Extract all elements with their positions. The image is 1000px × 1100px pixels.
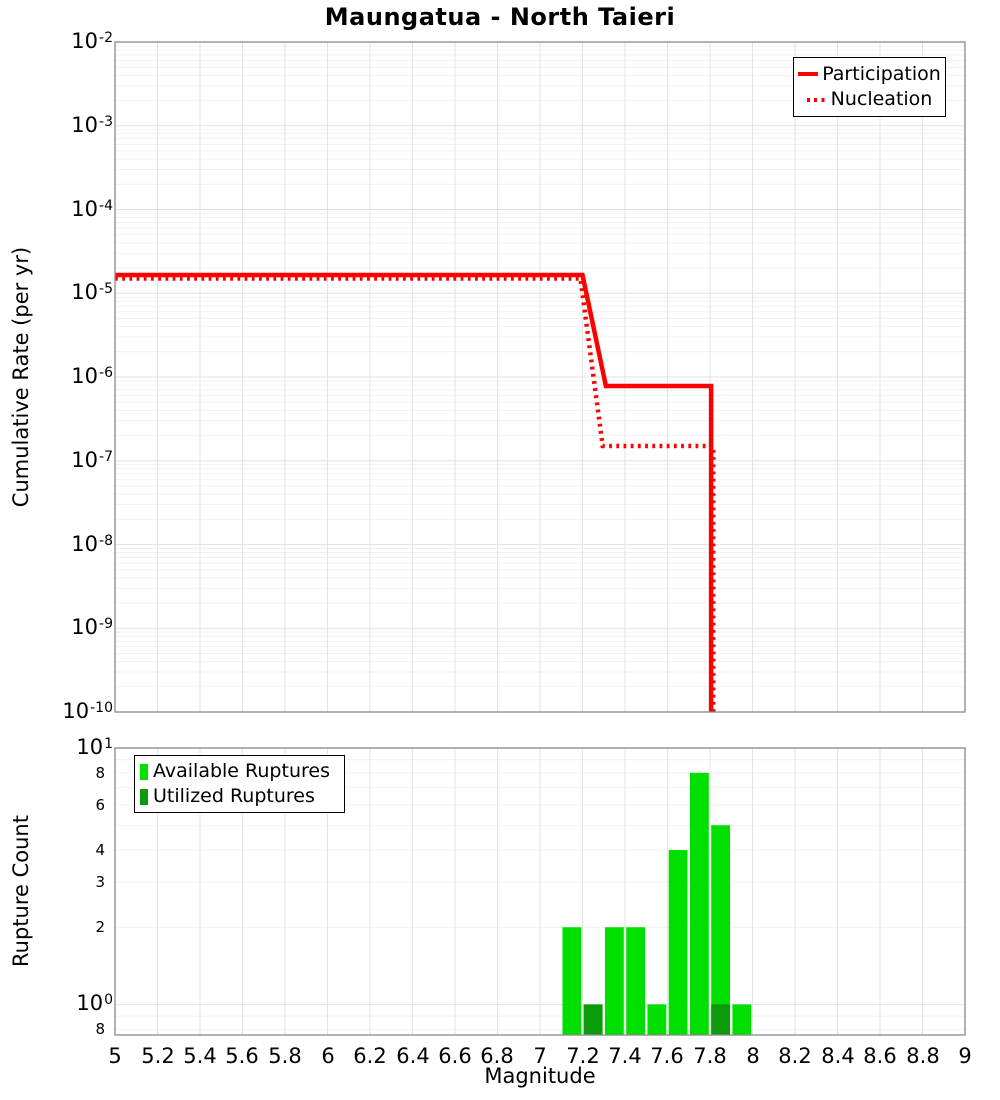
available-ruptures-bar: [626, 927, 646, 1035]
participation-line-icon: [798, 71, 819, 77]
nucleation-line: [115, 276, 716, 712]
x-tick-label: 8.8: [906, 1044, 940, 1068]
plot-border: [114, 747, 966, 1036]
y-tick-label: 6: [95, 796, 105, 814]
available-ruptures-bar: [732, 1004, 752, 1035]
x-tick-label: 7.2: [566, 1044, 600, 1068]
chart-title: Maungatua - North Taieri: [324, 3, 676, 31]
x-tick-label: 7.8: [693, 1044, 727, 1068]
y-tick-label: 8: [95, 764, 105, 782]
available-ruptures-bar: [668, 850, 688, 1035]
participation-line: [115, 272, 714, 712]
rupture-count-plot: [114, 747, 966, 1036]
x-tick-label: 6: [321, 1044, 335, 1068]
y-tick-exponent: -8: [99, 533, 113, 549]
y-tick-label: 8: [95, 1020, 105, 1038]
participation-label: Participation: [822, 62, 941, 85]
x-tick-label: 6.2: [353, 1044, 387, 1068]
y-tick-exponent: 1: [104, 736, 113, 752]
cumulative-rate-plot: [114, 41, 966, 713]
legend-item-participation: Participation: [794, 62, 945, 85]
legend-item-nucleation: Nucleation: [794, 90, 945, 109]
y-tick-exponent: -9: [99, 616, 113, 632]
y-tick-label: 10-4: [71, 197, 113, 221]
y-tick-label: 2: [95, 918, 105, 936]
x-tick-label: 5: [108, 1044, 122, 1068]
x-tick-label: 5.8: [268, 1044, 302, 1068]
rupture-legend: Available Ruptures Utilized Ruptures: [134, 755, 345, 813]
utilized-ruptures-label: Utilized Ruptures: [153, 785, 315, 807]
y-tick-label: 10-3: [71, 113, 113, 137]
y-tick-exponent: 0: [104, 992, 113, 1008]
y-tick-label: 10-7: [71, 448, 113, 472]
nucleation-line-icon: [806, 97, 827, 103]
available-ruptures-bar: [689, 772, 709, 1035]
x-tick-label: 7: [533, 1044, 547, 1068]
y-tick-exponent: -5: [99, 281, 113, 297]
x-tick-label: 8.6: [863, 1044, 897, 1068]
available-ruptures-bar: [647, 1004, 667, 1035]
utilized-ruptures-bar: [583, 1004, 603, 1035]
available-ruptures-label: Available Ruptures: [153, 760, 330, 782]
available-ruptures-bar: [562, 927, 582, 1035]
y-tick-label: 10-6: [71, 364, 113, 388]
y-tick-label: 10-8: [71, 532, 113, 556]
nucleation-label: Nucleation: [830, 88, 933, 111]
y-tick-exponent: -10: [90, 700, 113, 716]
y-tick-exponent: -4: [99, 198, 113, 214]
available-ruptures-bar: [711, 825, 731, 1035]
x-tick-label: 5.2: [141, 1044, 175, 1068]
x-tick-label: 8: [746, 1044, 760, 1068]
y-tick-exponent: -3: [99, 114, 113, 130]
x-tick-label: 8.2: [778, 1044, 812, 1068]
x-tick-label: 7.4: [608, 1044, 642, 1068]
y-tick-label: 10-5: [71, 280, 113, 304]
y-tick-exponent: -2: [99, 30, 113, 46]
legend-item-utilized: Utilized Ruptures: [135, 787, 344, 806]
x-tick-label: 8.4: [821, 1044, 855, 1068]
y-tick-label: 10-2: [71, 29, 113, 53]
y-tick-label: 101: [76, 735, 113, 759]
x-tick-label: 9: [958, 1044, 972, 1068]
x-tick-label: 5.4: [183, 1044, 217, 1068]
legend-item-available: Available Ruptures: [135, 762, 344, 781]
available-ruptures-swatch-icon: [140, 763, 148, 780]
x-tick-label: 5.6: [225, 1044, 259, 1068]
y-tick-exponent: -7: [99, 449, 113, 465]
x-tick-label: 6.8: [480, 1044, 514, 1068]
x-tick-label: 6.6: [438, 1044, 472, 1068]
y-tick-label: 10-9: [71, 615, 113, 639]
x-axis-label: Magnitude: [484, 1064, 596, 1088]
utilized-ruptures-bar: [711, 1004, 731, 1035]
y-tick-label: 3: [95, 873, 105, 891]
y-tick-exponent: -6: [99, 365, 113, 381]
available-ruptures-bar: [604, 927, 624, 1035]
x-tick-label: 7.6: [650, 1044, 684, 1068]
utilized-ruptures-swatch-icon: [140, 788, 148, 805]
y-tick-label: 4: [95, 841, 105, 859]
x-tick-label: 6.4: [396, 1044, 430, 1068]
rate-legend: Participation Nucleation: [793, 57, 946, 117]
plot-border: [114, 41, 966, 713]
y-tick-label: 10-10: [62, 699, 113, 723]
y-tick-label: 100: [76, 991, 113, 1015]
